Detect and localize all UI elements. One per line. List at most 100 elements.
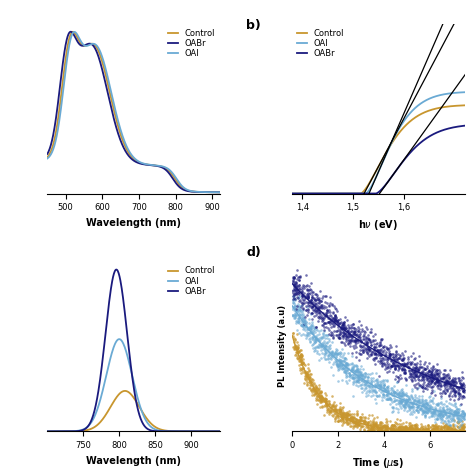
Point: [312, 396, 320, 403]
Point: [320, 323, 328, 330]
Point: [448, 392, 456, 400]
Point: [296, 353, 303, 360]
Point: [312, 389, 319, 396]
Point: [441, 427, 448, 434]
Point: [452, 381, 459, 389]
Point: [383, 423, 390, 430]
Point: [450, 396, 457, 404]
Point: [423, 406, 430, 413]
Point: [428, 366, 436, 374]
Point: [412, 425, 419, 433]
Point: [406, 410, 414, 418]
Point: [447, 406, 455, 413]
Point: [346, 411, 354, 419]
Point: [319, 313, 326, 321]
Point: [443, 397, 450, 404]
Point: [370, 346, 378, 354]
Point: [454, 410, 462, 417]
Point: [424, 375, 431, 383]
Point: [308, 310, 315, 317]
Point: [368, 378, 375, 386]
Point: [381, 425, 389, 432]
Point: [323, 307, 331, 315]
Point: [409, 363, 417, 371]
Point: [424, 406, 431, 413]
Point: [360, 330, 367, 337]
Point: [333, 361, 341, 368]
Point: [322, 396, 329, 403]
Point: [337, 329, 345, 337]
Point: [393, 356, 401, 364]
Point: [349, 424, 356, 432]
Point: [443, 427, 451, 434]
Point: [411, 427, 419, 434]
Point: [414, 373, 422, 380]
Point: [387, 426, 394, 433]
Point: [339, 365, 347, 372]
Point: [352, 368, 360, 376]
Point: [434, 375, 441, 383]
Point: [371, 344, 378, 351]
Point: [410, 396, 418, 403]
Point: [306, 384, 313, 392]
Point: [318, 334, 325, 341]
Point: [297, 356, 305, 364]
Point: [382, 419, 390, 426]
Point: [306, 337, 314, 345]
Point: [383, 417, 391, 425]
Point: [406, 367, 413, 374]
Point: [411, 423, 419, 431]
Point: [403, 392, 410, 399]
Point: [310, 337, 318, 345]
Point: [353, 410, 361, 418]
Point: [421, 358, 428, 366]
Point: [432, 374, 439, 382]
Point: [429, 422, 437, 429]
Point: [392, 389, 400, 397]
Point: [364, 378, 371, 386]
Point: [433, 366, 440, 374]
Point: [303, 381, 311, 389]
Point: [365, 371, 372, 378]
Point: [440, 404, 447, 412]
Point: [389, 427, 396, 434]
Point: [334, 324, 341, 331]
Point: [360, 417, 368, 424]
Point: [317, 343, 325, 350]
Point: [347, 337, 355, 344]
Point: [322, 342, 330, 350]
Point: [337, 412, 344, 420]
Point: [354, 330, 361, 337]
Point: [415, 426, 423, 433]
Point: [364, 373, 371, 381]
Point: [401, 368, 408, 375]
Point: [410, 427, 417, 434]
Point: [328, 347, 336, 355]
Point: [313, 292, 320, 299]
Point: [411, 365, 419, 373]
Point: [454, 415, 462, 422]
Point: [381, 427, 388, 434]
Point: [426, 375, 434, 383]
Point: [417, 404, 425, 412]
Point: [436, 386, 444, 393]
Point: [435, 378, 443, 385]
Point: [337, 349, 345, 357]
Point: [372, 354, 380, 362]
Point: [292, 280, 300, 288]
Point: [325, 335, 332, 343]
Point: [452, 392, 459, 400]
Point: [389, 404, 397, 412]
Point: [301, 322, 309, 329]
Point: [290, 304, 298, 311]
Point: [405, 404, 413, 411]
Point: [374, 421, 382, 429]
Point: [351, 367, 358, 374]
Point: [460, 427, 467, 434]
Point: [330, 351, 337, 359]
Point: [302, 299, 310, 306]
Point: [423, 376, 430, 383]
Point: [338, 416, 346, 423]
Point: [460, 388, 468, 396]
Point: [392, 422, 399, 429]
